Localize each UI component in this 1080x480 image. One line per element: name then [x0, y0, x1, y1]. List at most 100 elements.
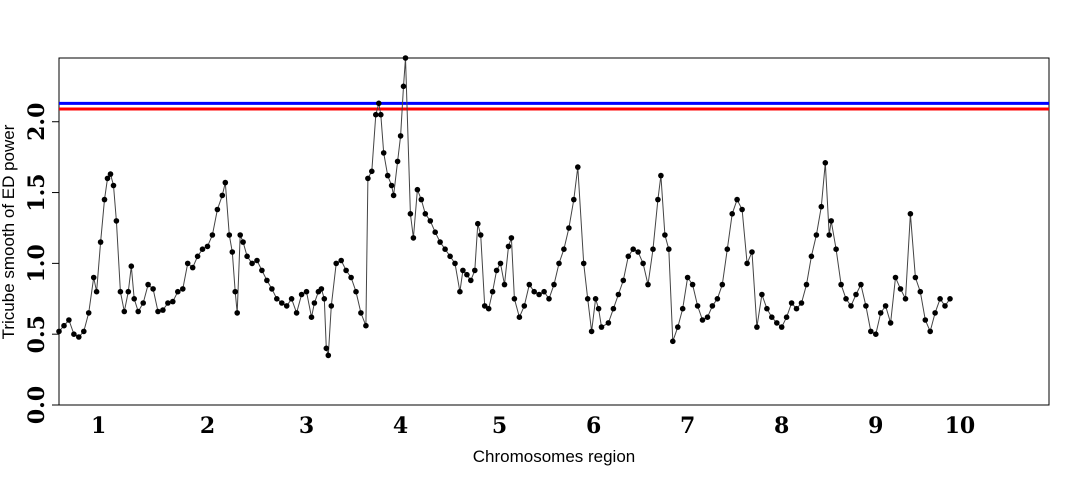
data-point [803, 281, 810, 288]
data-point [675, 324, 681, 330]
x-tick-label-0: 1 [91, 413, 106, 439]
data-point [117, 288, 124, 295]
x-tick-label-2: 3 [299, 413, 314, 439]
data-point [927, 328, 933, 335]
data-point [838, 281, 844, 288]
data-point [511, 296, 518, 302]
data-point [546, 296, 552, 302]
data-point [922, 317, 929, 323]
data-point [662, 232, 668, 238]
data-point [947, 296, 953, 302]
data-point [113, 218, 120, 224]
y-tick-label-4: 2.0 [24, 103, 50, 141]
data-point [759, 291, 765, 298]
data-point [378, 111, 384, 118]
x-tick-label-4: 5 [492, 413, 507, 439]
data-point [380, 150, 387, 156]
data-point [892, 274, 899, 281]
data-point [442, 246, 448, 252]
data-point [397, 133, 404, 139]
data-point [61, 322, 67, 329]
data-point [101, 196, 108, 203]
data-point [561, 246, 567, 252]
data-point [704, 314, 711, 321]
data-point [274, 296, 280, 302]
data-point [778, 324, 785, 330]
data-point [338, 257, 345, 264]
data-point [388, 182, 395, 189]
data-point [485, 305, 492, 312]
data-point [125, 288, 132, 295]
data-point [615, 291, 622, 298]
data-point [877, 310, 884, 316]
data-point [457, 288, 463, 295]
data-point [298, 291, 305, 298]
data-point [793, 305, 800, 312]
data-point [625, 253, 632, 260]
data-point [410, 235, 417, 241]
data-point [90, 274, 97, 281]
data-point [353, 288, 359, 295]
y-tick-label-2: 1.0 [24, 244, 50, 282]
data-point [917, 288, 924, 295]
data-point [645, 281, 651, 288]
data-point [93, 288, 100, 295]
data-point [592, 296, 599, 302]
data-point [76, 334, 82, 340]
data-point [110, 182, 117, 189]
data-point [328, 303, 335, 309]
data-point [598, 324, 605, 330]
data-point [418, 196, 425, 203]
data-point [833, 246, 839, 252]
data-point [907, 211, 914, 217]
data-point [219, 192, 226, 199]
data-point [194, 253, 201, 260]
data-point [402, 55, 409, 61]
data-point [283, 303, 290, 309]
data-point [365, 175, 371, 182]
data-point [605, 320, 612, 326]
data-point [394, 158, 401, 165]
data-point [709, 303, 716, 309]
data-point [670, 338, 676, 345]
data-point [863, 303, 869, 309]
data-point [822, 160, 829, 166]
data-point [556, 260, 562, 267]
data-point [666, 246, 672, 252]
data-point [516, 314, 523, 321]
data-point [551, 281, 557, 288]
data-point [259, 267, 265, 274]
data-point [363, 322, 369, 329]
data-point [505, 243, 512, 250]
data-point [311, 300, 318, 306]
data-point [229, 249, 236, 255]
data-point [464, 271, 470, 278]
data-point [293, 310, 300, 316]
x-tick-label-1: 2 [200, 413, 215, 439]
data-point [234, 310, 240, 316]
data-point [321, 296, 328, 302]
x-tick-label-7: 8 [774, 413, 789, 439]
x-tick-label-9: 10 [945, 413, 976, 439]
data-point [232, 288, 238, 295]
data-point [376, 100, 382, 107]
data-point [460, 267, 466, 274]
data-point [170, 298, 176, 305]
y-tick-label-0: 0.0 [24, 386, 50, 424]
data-point [308, 314, 315, 321]
data-point [422, 211, 429, 217]
data-point [808, 253, 815, 260]
y-axis-title: Tricube smooth of ED power [0, 124, 18, 339]
data-point [588, 328, 595, 335]
data-point [584, 296, 591, 302]
data-point [873, 331, 879, 338]
data-point [56, 328, 62, 335]
data-point [452, 260, 458, 267]
data-point [610, 305, 617, 312]
data-point [679, 305, 686, 312]
data-point [427, 218, 434, 224]
data-point [475, 220, 481, 227]
data-point [887, 320, 894, 326]
data-point [150, 286, 156, 292]
